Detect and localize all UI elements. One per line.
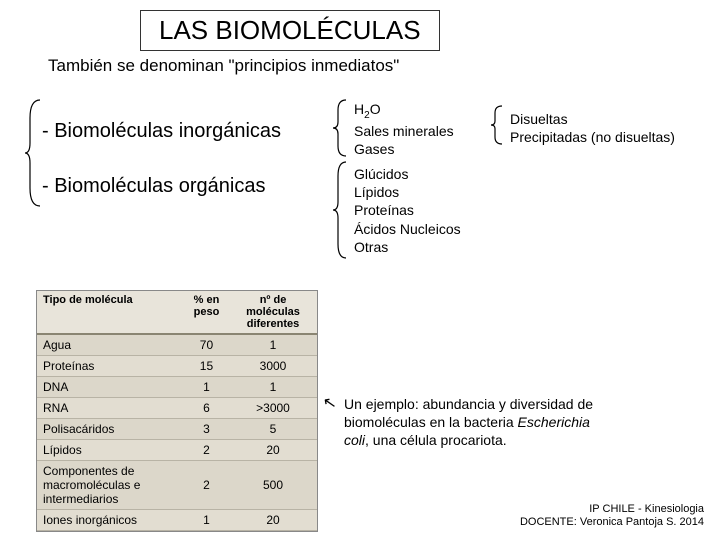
footer-l1: IP CHILE - Kinesiologia — [520, 503, 704, 517]
table-row: RNA6>3000 — [37, 398, 317, 419]
table-row: Polisacáridos35 — [37, 419, 317, 440]
example-caption: Un ejemplo: abundancia y diversidad de b… — [344, 395, 604, 450]
table-row: Lípidos220 — [37, 440, 317, 461]
inorg-gases: Gases — [354, 140, 454, 158]
organic-items: Glúcidos Lípidos Proteínas Ácidos Nuclei… — [354, 165, 461, 256]
brace-inorg — [332, 98, 350, 158]
table-row: Iones inorgánicos120 — [37, 510, 317, 531]
table-row: DNA11 — [37, 377, 317, 398]
sales-states: Disueltas Precipitadas (no disueltas) — [510, 110, 675, 146]
inorg-sales: Sales minerales — [354, 122, 454, 140]
org-acidos: Ácidos Nucleicos — [354, 220, 461, 238]
inorganic-items: H2O Sales minerales Gases — [354, 100, 454, 158]
molecule-table: Tipo de molécula % en peso nº de molécul… — [36, 290, 318, 532]
category-inorganic: - Biomoléculas inorgánicas — [42, 120, 281, 143]
arrow-icon: ↖ — [321, 392, 338, 414]
org-lipidos: Lípidos — [354, 183, 461, 201]
footer-l2: DOCENTE: Veronica Pantoja S. 2014 — [520, 516, 704, 530]
brace-sales — [490, 104, 506, 146]
table-row: Componentes de macromoléculas e intermed… — [37, 461, 317, 510]
sales-disueltas: Disueltas — [510, 110, 675, 128]
table-row: Proteínas153000 — [37, 356, 317, 377]
sales-precipitadas: Precipitadas (no disueltas) — [510, 128, 675, 146]
th-nmol: nº de moléculas diferentes — [229, 291, 317, 334]
th-tipo: Tipo de molécula — [37, 291, 184, 334]
org-otras: Otras — [354, 238, 461, 256]
table-row: Agua701 — [37, 334, 317, 356]
category-organic: - Biomoléculas orgánicas — [42, 175, 265, 198]
org-proteinas: Proteínas — [354, 201, 461, 219]
footer-credits: IP CHILE - Kinesiologia DOCENTE: Veronic… — [520, 503, 704, 531]
page-title: LAS BIOMOLÉCULAS — [140, 10, 440, 51]
org-glucidos: Glúcidos — [354, 165, 461, 183]
th-peso: % en peso — [184, 291, 229, 334]
subtitle: También se denominan "principios inmedia… — [48, 56, 399, 76]
table-header-row: Tipo de molécula % en peso nº de molécul… — [37, 291, 317, 334]
brace-org — [332, 160, 350, 260]
inorg-h2o: H2O — [354, 100, 454, 122]
brace-main — [24, 98, 44, 208]
